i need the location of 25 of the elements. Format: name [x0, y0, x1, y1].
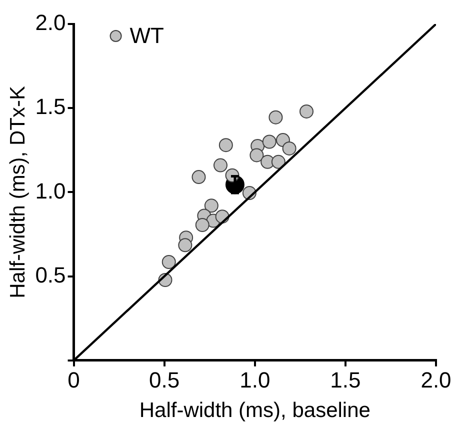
x-tick-label: 2.0 — [420, 368, 452, 393]
point — [250, 148, 264, 162]
point — [204, 198, 218, 213]
x-tick-label: 0.5 — [149, 368, 180, 393]
point — [282, 141, 296, 156]
y-tick-label: 1.5 — [35, 94, 66, 120]
x-tick-label: 1.0 — [240, 368, 270, 393]
point — [271, 154, 286, 169]
point — [192, 170, 206, 184]
point — [162, 255, 176, 270]
point — [178, 238, 192, 252]
x-tick-label: 0 — [68, 368, 80, 393]
point — [195, 218, 210, 232]
point — [218, 138, 233, 152]
point — [262, 134, 276, 149]
point — [213, 158, 228, 172]
point — [268, 110, 283, 124]
legend-label: WT — [130, 23, 164, 48]
x-axis-title: Half-width (ms), baseline — [139, 399, 370, 422]
y-tick-label: 2.0 — [35, 10, 66, 36]
point — [300, 104, 314, 118]
x-tick-label: 1.5 — [330, 368, 361, 393]
y-axis-title: Half-width (ms), DTx-K — [6, 86, 30, 298]
y-tick-label: 0.5 — [35, 262, 66, 288]
y-tick-label: 1.0 — [35, 178, 66, 204]
